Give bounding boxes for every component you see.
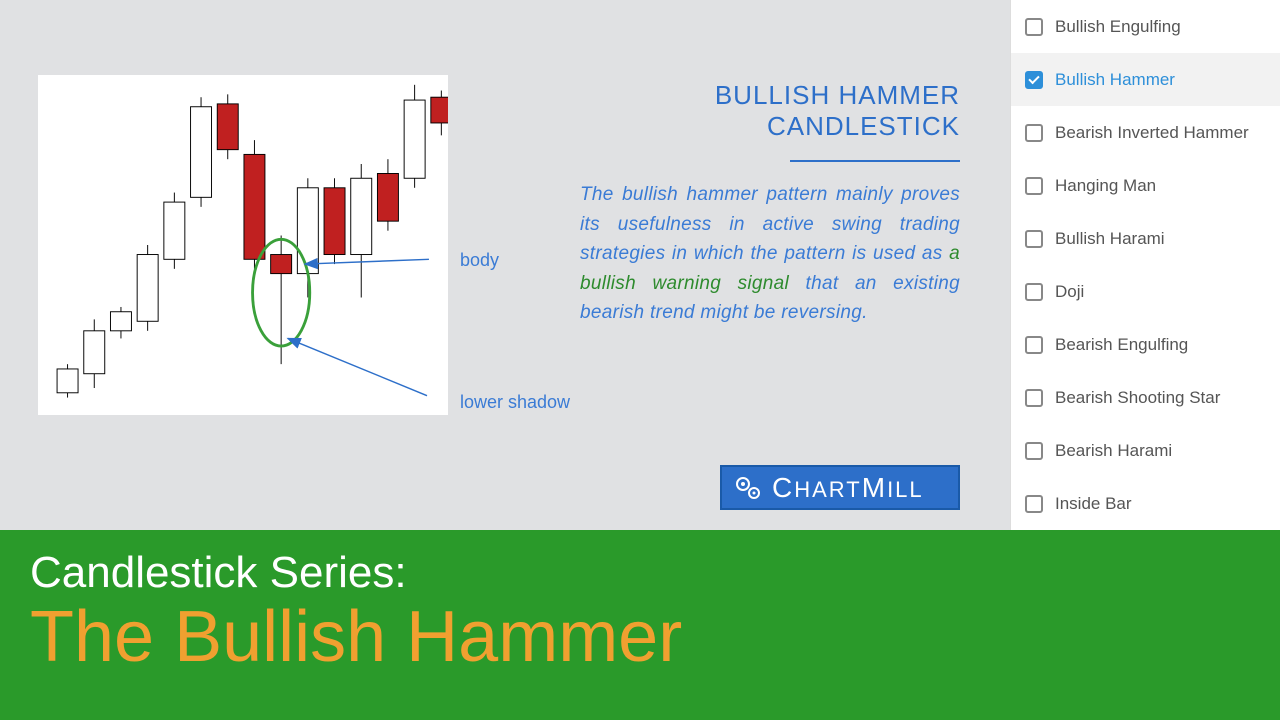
- sidebar-item-label: Bearish Inverted Hammer: [1055, 123, 1249, 143]
- sidebar-item-bullish-harami[interactable]: Bullish Harami: [1011, 212, 1280, 265]
- checkbox-icon[interactable]: [1025, 18, 1043, 36]
- logo-hart: HART: [794, 477, 862, 502]
- info-title-line1: BULLISH HAMMER: [715, 80, 960, 110]
- desc-before: The bullish hammer pattern mainly proves…: [580, 184, 960, 264]
- gear-icon: [732, 472, 764, 504]
- annotation-body: body: [460, 250, 499, 271]
- sidebar-item-bullish-engulfing[interactable]: Bullish Engulfing: [1011, 0, 1280, 53]
- footer-title: The Bullish Hammer: [30, 596, 1250, 678]
- sidebar-item-inside-bar[interactable]: Inside Bar: [1011, 477, 1280, 530]
- logo-ill: ILL: [887, 477, 924, 502]
- logo-m: M: [862, 472, 887, 503]
- sidebar-item-label: Bullish Engulfing: [1055, 17, 1181, 37]
- info-title-line2: CANDLESTICK: [767, 111, 960, 141]
- sidebar-item-label: Bearish Shooting Star: [1055, 388, 1220, 408]
- sidebar-item-bearish-harami[interactable]: Bearish Harami: [1011, 424, 1280, 477]
- sidebar-item-bullish-hammer[interactable]: Bullish Hammer: [1011, 53, 1280, 106]
- checkbox-icon[interactable]: [1025, 389, 1043, 407]
- sidebar-item-label: Bearish Harami: [1055, 441, 1172, 461]
- footer-banner: Candlestick Series: The Bullish Hammer: [0, 530, 1280, 720]
- checkbox-icon[interactable]: [1025, 495, 1043, 513]
- checkbox-icon[interactable]: [1025, 230, 1043, 248]
- sidebar-item-label: Doji: [1055, 282, 1084, 302]
- checkbox-icon[interactable]: [1025, 124, 1043, 142]
- sidebar-item-label: Bullish Harami: [1055, 229, 1165, 249]
- chartmill-logo: CHARTMILL: [720, 465, 960, 510]
- sidebar-item-label: Bearish Engulfing: [1055, 335, 1188, 355]
- info-description: The bullish hammer pattern mainly proves…: [580, 180, 960, 327]
- sidebar-item-bearish-inverted-hammer[interactable]: Bearish Inverted Hammer: [1011, 106, 1280, 159]
- sidebar-item-label: Inside Bar: [1055, 494, 1132, 514]
- sidebar-item-label: Hanging Man: [1055, 176, 1156, 196]
- checkbox-icon[interactable]: [1025, 336, 1043, 354]
- sidebar-item-doji[interactable]: Doji: [1011, 265, 1280, 318]
- candlestick-chart: [38, 75, 448, 415]
- footer-series-label: Candlestick Series:: [30, 548, 1250, 598]
- main-content: body lower shadow BULLISH HAMMER CANDLES…: [0, 0, 1010, 530]
- checkbox-icon[interactable]: [1025, 283, 1043, 301]
- logo-c: C: [772, 472, 794, 503]
- pattern-sidebar: Bullish Engulfing Bullish Hammer Bearish I…: [1010, 0, 1280, 530]
- annotation-lower-shadow: lower shadow: [460, 392, 570, 413]
- checkbox-icon[interactable]: [1025, 442, 1043, 460]
- info-divider: [790, 160, 960, 162]
- sidebar-item-bearish-shooting-star[interactable]: Bearish Shooting Star: [1011, 371, 1280, 424]
- info-panel: BULLISH HAMMER CANDLESTICK The bullish h…: [580, 80, 960, 328]
- checkbox-icon[interactable]: [1025, 71, 1043, 89]
- sidebar-item-bearish-engulfing[interactable]: Bearish Engulfing: [1011, 318, 1280, 371]
- chart-svg: [38, 75, 448, 415]
- info-title: BULLISH HAMMER CANDLESTICK: [580, 80, 960, 142]
- checkbox-icon[interactable]: [1025, 177, 1043, 195]
- sidebar-item-hanging-man[interactable]: Hanging Man: [1011, 159, 1280, 212]
- sidebar-item-label: Bullish Hammer: [1055, 70, 1175, 90]
